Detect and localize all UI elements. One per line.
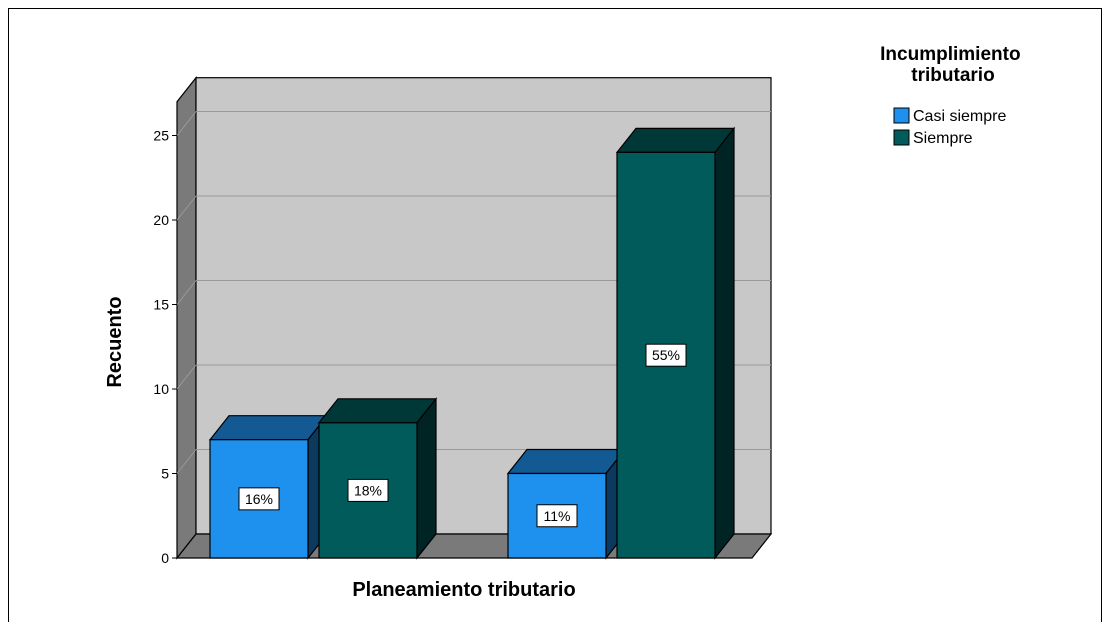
bar: 16% (208, 413, 329, 560)
gridline-side (176, 364, 197, 390)
data-label: 18% (354, 482, 382, 498)
legend-swatch (893, 129, 910, 146)
legend-swatch (893, 107, 910, 124)
bar: 55% (615, 126, 736, 560)
data-label-box (536, 504, 578, 528)
bar-top (615, 127, 736, 153)
bar-side (714, 126, 735, 560)
bars: 16% 11% 18% 55% (208, 126, 736, 560)
legend-title: Incumplimiento tributario (880, 44, 1026, 86)
y-tick-label: 10 (153, 381, 169, 397)
gridline-side (176, 111, 197, 136)
data-label-box (347, 478, 389, 502)
legend: Incumplimiento tributario Casi siempre Si… (880, 44, 1026, 147)
data-label: 11% (544, 508, 571, 524)
y-axis-label: Recuento (104, 296, 126, 387)
bar-top (317, 398, 438, 424)
legend-item: Casi siempre (893, 107, 1006, 125)
gridline-side (176, 195, 197, 221)
y-tick-label: 0 (161, 550, 169, 566)
y-tick-label: 15 (153, 297, 169, 313)
bar: 11% (506, 447, 627, 560)
data-label: 16% (245, 491, 273, 507)
gridline-side (176, 449, 197, 474)
bar-top (208, 415, 329, 441)
y-axis: 0 5 10 15 20 25 (153, 128, 177, 566)
legend-title-line-1: Incumplimiento (880, 44, 1020, 65)
bar-top (506, 448, 627, 475)
legend-label: Siempre (913, 130, 973, 147)
legend-title-line-2: tributario (911, 65, 994, 86)
data-label-box (238, 487, 280, 511)
data-label-box (645, 343, 687, 367)
legend-items: Casi siempre Siempre (893, 107, 1006, 147)
left-wall (176, 75, 197, 560)
bar-side (416, 397, 437, 560)
chart-frame (8, 8, 1102, 622)
legend-label: Casi siempre (913, 108, 1006, 125)
y-tick-label: 5 (161, 466, 169, 482)
y-tick-label: 20 (153, 212, 169, 228)
bar: 18% (317, 397, 438, 560)
data-label: 55% (652, 347, 680, 363)
x-axis-label: Planeamiento tributario (352, 579, 575, 601)
y-tick-label: 25 (153, 128, 169, 144)
gridline-side (176, 280, 197, 305)
legend-item: Siempre (893, 129, 973, 147)
